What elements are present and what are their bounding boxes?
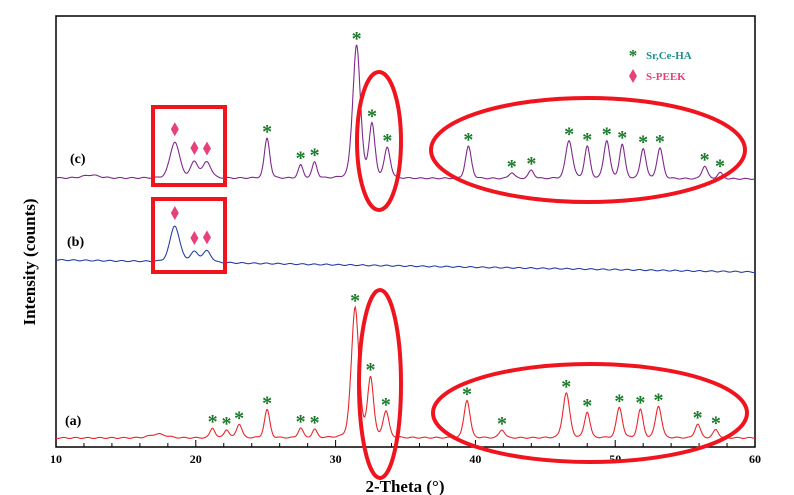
asterisk-marker-icon: * <box>655 131 665 153</box>
asterisk-marker-icon: * <box>350 290 360 312</box>
asterisk-marker-icon: * <box>617 127 627 149</box>
asterisk-marker-icon: * <box>262 121 272 143</box>
ellipse-a-high-angle <box>431 362 749 464</box>
series-line-a <box>55 305 756 439</box>
asterisk-marker-icon: * <box>638 132 648 154</box>
asterisk-marker-icon: * <box>614 390 624 412</box>
annotations <box>151 70 749 480</box>
asterisk-marker-icon: * <box>564 124 574 146</box>
plot-frame <box>55 15 756 448</box>
y-axis-label: Intensity (counts) <box>20 198 39 325</box>
ellipse-a-33 <box>357 288 403 480</box>
peek-box-c <box>151 105 227 187</box>
diamond-marker-icon <box>202 141 211 156</box>
legend-label-peek: S-PEEK <box>646 71 686 83</box>
asterisk-marker-icon: * <box>296 147 306 169</box>
legend-label-ha: Sr,Ce-HA <box>646 50 692 62</box>
asterisk-marker-icon: * <box>463 129 473 151</box>
asterisk-marker-icon: * <box>561 376 571 398</box>
asterisk-marker-icon: * <box>526 153 536 175</box>
asterisk-marker-icon: * <box>635 392 645 414</box>
series-label-c: (c) <box>70 152 86 167</box>
peak-markers: * * *** **** **** * * ** *** **** ** ** * * * * ** * <box>170 28 725 435</box>
series-label-a: (a) <box>65 414 82 429</box>
asterisk-marker-icon: * <box>366 359 376 381</box>
asterisk-marker-icon: * <box>693 407 703 429</box>
diamond-marker-icon <box>190 140 199 155</box>
legend-asterisk-icon: * <box>629 46 638 65</box>
peek-box-b <box>151 197 227 274</box>
asterisk-marker-icon: * <box>367 106 377 128</box>
asterisk-marker-icon: * <box>296 411 306 433</box>
diamond-marker-icon <box>170 206 179 221</box>
x-tick-label: 30 <box>330 452 342 466</box>
x-tick-label: 20 <box>190 452 202 466</box>
asterisk-marker-icon: * <box>310 145 320 167</box>
asterisk-marker-icon: * <box>234 407 244 429</box>
series-line-b <box>56 225 756 274</box>
x-tick-label: 50 <box>609 452 621 466</box>
asterisk-marker-icon: * <box>262 392 272 414</box>
diamond-marker-icon <box>190 230 199 245</box>
asterisk-marker-icon: * <box>310 412 320 434</box>
asterisk-marker-icon: * <box>654 389 664 411</box>
asterisk-marker-icon: * <box>507 156 517 178</box>
x-tick-label: 60 <box>749 452 761 466</box>
x-tick-label: 40 <box>469 452 481 466</box>
asterisk-marker-icon: * <box>381 394 391 416</box>
asterisk-marker-icon: * <box>222 413 232 435</box>
asterisk-marker-icon: * <box>582 129 592 151</box>
asterisk-marker-icon: * <box>602 124 612 146</box>
ellipse-c-high-angle <box>429 96 747 204</box>
asterisk-marker-icon: * <box>462 383 472 405</box>
asterisk-marker-icon: * <box>352 28 362 50</box>
asterisk-marker-icon: * <box>208 411 218 433</box>
series-label-b: (b) <box>67 235 84 250</box>
legend: * Sr,Ce-HA S-PEEK <box>629 46 692 83</box>
legend-diamond-icon <box>629 69 637 83</box>
x-tick-label: 10 <box>50 452 62 466</box>
asterisk-marker-icon: * <box>582 395 592 417</box>
ellipse-c-33 <box>355 70 403 212</box>
x-axis-ticks: 10 20 30 40 50 60 <box>50 440 761 466</box>
series-curves <box>55 44 756 439</box>
asterisk-marker-icon: * <box>382 130 392 152</box>
x-axis-label: 2-Theta (°) <box>365 477 444 495</box>
asterisk-marker-icon: * <box>711 412 721 434</box>
diamond-marker-icon <box>170 122 179 137</box>
asterisk-marker-icon: * <box>715 155 725 177</box>
asterisk-marker-icon: * <box>700 149 710 171</box>
asterisk-marker-icon: * <box>497 413 507 435</box>
series-line-c <box>55 44 756 180</box>
diamond-marker-icon <box>202 230 211 245</box>
